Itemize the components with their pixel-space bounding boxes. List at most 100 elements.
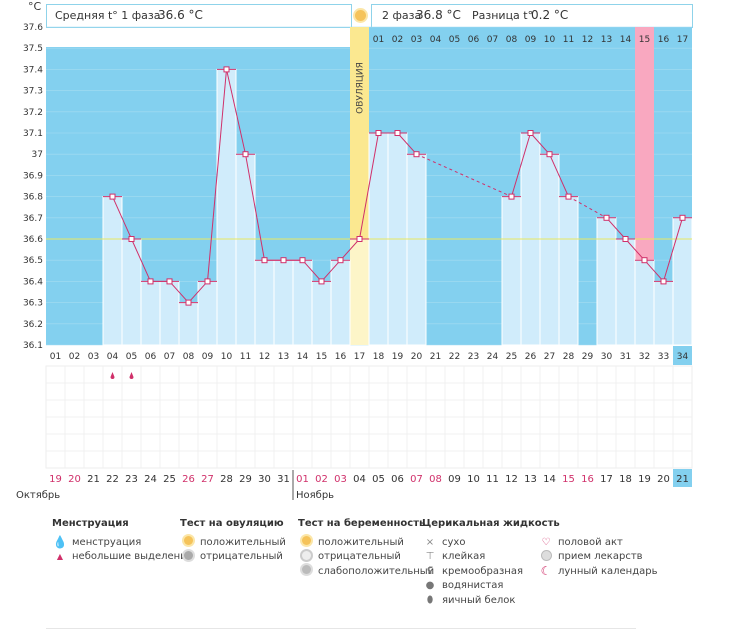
temperature-point bbox=[527, 130, 534, 136]
top-day-label: 11 bbox=[563, 35, 574, 45]
phase1-value: 36.6 °C bbox=[158, 8, 203, 22]
temperature-point bbox=[356, 236, 363, 242]
cycle-day-label: 29 bbox=[582, 352, 594, 362]
pill-icon bbox=[541, 550, 551, 560]
ovulation-label: ОВУЛЯЦИЯ bbox=[356, 62, 366, 114]
legend-menstruation: Менструация 💧 менструация ▲ небольшие выде… bbox=[52, 518, 193, 564]
calendar-date-label: 31 bbox=[277, 474, 290, 485]
cycle-day-label: 04 bbox=[107, 352, 119, 362]
eggwhite-icon: ⬮ bbox=[426, 594, 434, 606]
temperature-point bbox=[603, 214, 610, 221]
cycle-day-label: 12 bbox=[259, 352, 270, 362]
calendar-date-label: 06 bbox=[391, 474, 404, 485]
temperature-point bbox=[242, 151, 249, 158]
temperature-bar bbox=[672, 217, 693, 346]
temperature-line-segment bbox=[188, 281, 208, 303]
month-label-november: Ноябрь bbox=[296, 490, 334, 501]
temperature-line-segment bbox=[663, 217, 683, 282]
calendar-date-label: 11 bbox=[486, 474, 499, 485]
cycle-day-label: 02 bbox=[69, 352, 80, 362]
legend-cervical-item: сухо bbox=[442, 536, 466, 548]
temperature-bar bbox=[558, 196, 579, 346]
calendar-date-label: 14 bbox=[543, 474, 556, 485]
top-day-strip bbox=[369, 27, 692, 47]
temperature-line-segment bbox=[359, 132, 379, 240]
y-tick-label: 36.7 bbox=[23, 214, 43, 224]
cycle-day-label: 06 bbox=[145, 352, 157, 362]
legend-pregnancy-test-title: Тест на беременность bbox=[298, 518, 426, 529]
pink-column bbox=[635, 27, 654, 261]
temperature-bar bbox=[254, 259, 275, 346]
small-bleeding-marker bbox=[110, 372, 115, 379]
calendar-date-label: 17 bbox=[600, 474, 613, 485]
celsius-unit-label: °C bbox=[28, 0, 42, 13]
cycle-day-label: 18 bbox=[373, 352, 385, 362]
top-day-label: 13 bbox=[601, 35, 612, 45]
temperature-point bbox=[261, 257, 268, 264]
temperature-line-segment bbox=[549, 153, 569, 197]
temperature-point bbox=[109, 193, 116, 200]
heart-icon: ♡ bbox=[541, 536, 551, 548]
temperature-bar bbox=[235, 153, 256, 346]
temperature-point bbox=[185, 299, 192, 306]
month-label-october: Октябрь bbox=[16, 490, 60, 501]
legend-cervical-title: Церикальная жидкость bbox=[422, 518, 560, 529]
top-day-label: 08 bbox=[506, 35, 518, 45]
legend-pregnancy-test: Тест на беременность положительный отриц… bbox=[298, 518, 434, 579]
y-tick-label: 37 bbox=[32, 150, 43, 160]
legend-other-item: лунный календарь bbox=[558, 565, 658, 577]
pregnancy-negative-icon bbox=[301, 550, 311, 560]
temperature-point bbox=[147, 278, 154, 285]
top-day-label: 14 bbox=[620, 35, 632, 45]
temperature-bar bbox=[615, 238, 636, 346]
legend-cervical-item: яичный белок bbox=[442, 594, 516, 606]
phase2-label: 2 фаза bbox=[382, 9, 422, 22]
top-day-label: 09 bbox=[525, 35, 537, 45]
diff-label: Разница t° bbox=[472, 9, 534, 22]
top-day-label: 03 bbox=[411, 35, 422, 45]
legend-other-item: прием лекарств bbox=[558, 551, 643, 563]
calendar-date-label: 21 bbox=[87, 474, 100, 485]
y-tick-label: 37.3 bbox=[23, 87, 43, 97]
top-day-label: 15 bbox=[639, 35, 650, 45]
temperature-line-segment bbox=[625, 238, 645, 261]
legend-menstruation-item: менструация bbox=[72, 536, 142, 548]
dry-icon: × bbox=[425, 536, 435, 548]
temperature-bar bbox=[330, 259, 351, 346]
top-day-label: 06 bbox=[468, 35, 480, 45]
legend-ovulation-item: положительный bbox=[200, 536, 286, 548]
pregnancy-positive-icon bbox=[301, 536, 311, 546]
temperature-point bbox=[394, 130, 401, 136]
calendar-date-label: 25 bbox=[163, 474, 176, 485]
y-tick-label: 36.9 bbox=[23, 171, 43, 181]
calendar-date-label: 20 bbox=[657, 474, 670, 485]
temperature-point bbox=[318, 278, 325, 285]
cycle-day-label: 21 bbox=[430, 352, 441, 362]
legend-ovulation-item: отрицательный bbox=[200, 551, 283, 563]
temperature-bar bbox=[501, 196, 522, 346]
temperature-point bbox=[546, 151, 553, 158]
legend-cervical-item: клейкая bbox=[442, 551, 486, 563]
temperature-bar bbox=[596, 217, 617, 346]
cycle-day-label: 33 bbox=[658, 352, 669, 362]
diff-value: 0.2 °C bbox=[531, 8, 569, 22]
temperature-line-segment bbox=[226, 69, 246, 155]
temperature-point bbox=[679, 214, 686, 221]
calendar-date-label: 05 bbox=[372, 474, 385, 485]
temperature-point bbox=[565, 193, 572, 200]
cycle-day-label: 10 bbox=[221, 352, 233, 362]
calendar-date-label: 23 bbox=[125, 474, 138, 485]
legend-ovulation-test: Тест на овуляцию положительный отрицател… bbox=[180, 518, 286, 564]
legend-menstruation-item: небольшие выделения bbox=[72, 551, 193, 563]
temperature-line-segment bbox=[302, 259, 322, 282]
legend-cervical-item: кремообразная bbox=[442, 565, 523, 577]
temperature-point bbox=[508, 193, 515, 200]
pregnancy-weak-icon bbox=[301, 565, 311, 575]
temperature-point bbox=[280, 257, 287, 264]
top-day-label: 17 bbox=[677, 35, 688, 45]
top-day-label: 04 bbox=[430, 35, 442, 45]
temperature-point bbox=[375, 130, 382, 136]
temperature-point bbox=[660, 278, 667, 285]
temperature-bar bbox=[634, 259, 655, 346]
phase1-label: Средняя t° 1 фаза bbox=[55, 9, 161, 22]
